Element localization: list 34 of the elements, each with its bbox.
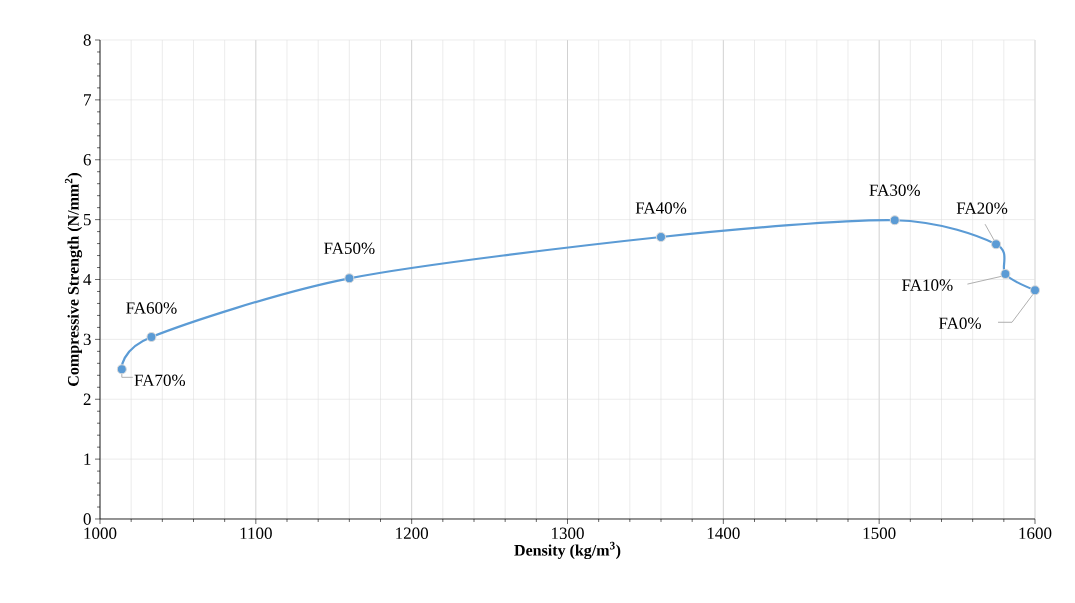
y-tick-label: 2: [83, 393, 91, 405]
y-tick-label: 1: [84, 453, 91, 465]
annotation: FA0%: [938, 317, 981, 330]
point: [889, 215, 900, 226]
x-tick-label: 1200: [396, 527, 429, 540]
x-tick-label: 1100: [240, 527, 272, 540]
annotation: FA30%: [869, 184, 920, 196]
x-axis-title: Density (kg/m$^{3}$): [514, 541, 621, 560]
y-tick-label: 7: [84, 94, 91, 106]
x-tick-label: 1400: [707, 527, 740, 540]
y-tick-label: 4: [83, 273, 92, 286]
point: [146, 331, 157, 342]
annotation: FA10%: [902, 279, 953, 291]
x-tick-label: 1000: [84, 527, 117, 540]
y-tick-label: 5: [83, 213, 91, 226]
point: [116, 364, 127, 375]
x-tick-label: 1300: [551, 527, 584, 540]
point: [656, 231, 666, 242]
y-tick-label: 0: [83, 513, 91, 525]
point: [344, 273, 355, 284]
y-tick-label: 8: [83, 34, 91, 46]
annotation: FA50%: [324, 242, 375, 255]
point: [1000, 269, 1011, 280]
annotation: FA40%: [635, 202, 687, 214]
x-tick-label: 1500: [863, 527, 896, 540]
x-tick-label: 1600: [1019, 527, 1052, 540]
y-tick-label: 3: [83, 333, 91, 346]
annotation: FA60%: [126, 302, 177, 314]
point: [1030, 285, 1040, 296]
annotation: FA70%: [134, 374, 186, 387]
point: [991, 239, 1002, 250]
y-tick-label: 6: [83, 154, 91, 166]
annotation: FA20%: [956, 202, 1008, 214]
y-axis-title: Compressive Strength (N/mm$^{2}$): [64, 173, 83, 386]
